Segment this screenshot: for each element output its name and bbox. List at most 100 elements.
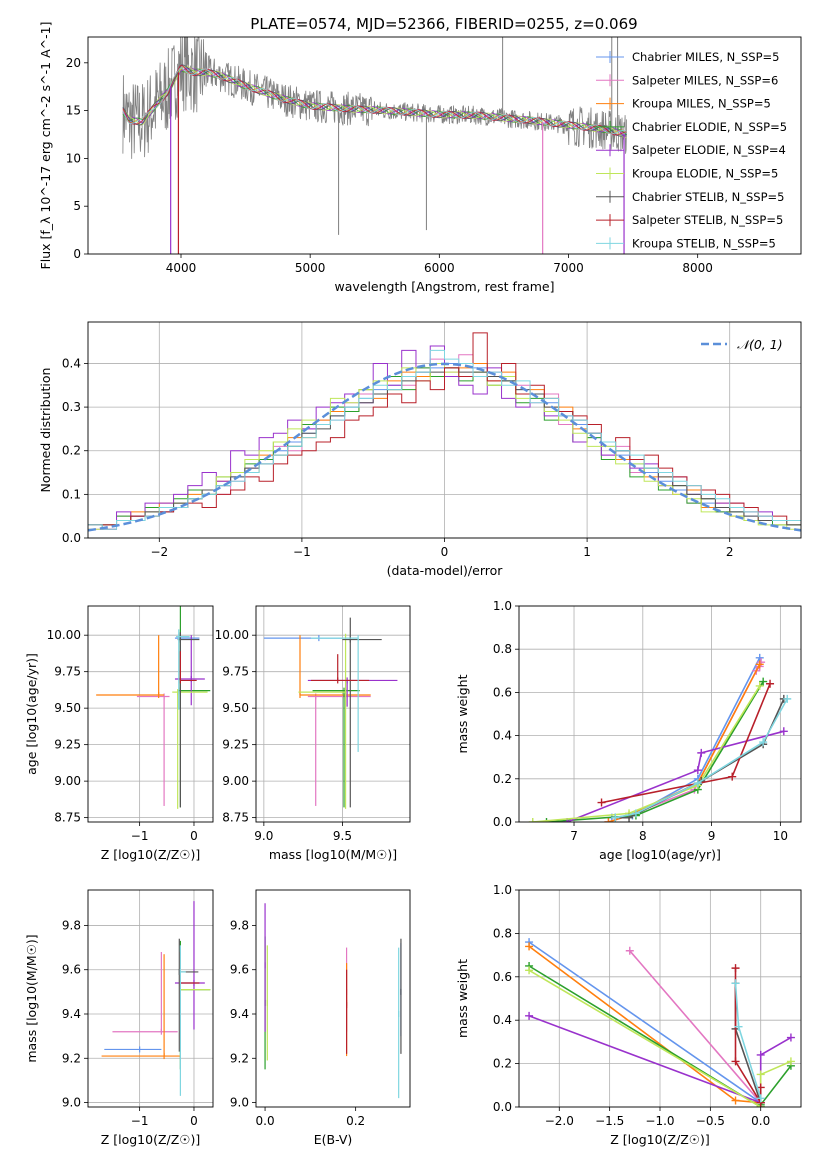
legend-label: Chabrier MILES, N_SSP=5 [632, 50, 779, 64]
legend-label: 𝒩(0, 1) [737, 337, 783, 352]
legend-label: Salpeter MILES, N_SSP=6 [632, 73, 778, 87]
mass-weight-line [546, 681, 764, 822]
mass_vs_Z-ytick-label: 9.0 [62, 1096, 81, 1110]
weight_vs_Z-ytick-label: 0.4 [493, 1013, 512, 1027]
residual_histogram-plot-area [88, 332, 801, 532]
weight_vs_age-ytick-label: 0.6 [493, 685, 512, 699]
mass-weight-marker [786, 1033, 795, 1042]
weight_vs_age-ytick-label: 0.4 [493, 729, 512, 743]
mass-weight-marker [756, 1094, 765, 1103]
mass-weight-marker [693, 766, 702, 775]
mass_vs_Z-xlabel: Z [log10(Z/Z☉)] [101, 1132, 201, 1147]
residual_histogram-xtick-label: 1 [583, 545, 591, 559]
mass-weight-marker [731, 1057, 740, 1066]
mass_vs_ebv-ytick-label: 9.2 [230, 1051, 249, 1065]
residual_histogram-xtick-label: −2 [150, 545, 168, 559]
mass_vs_ebv-ytick-label: 9.6 [230, 963, 249, 977]
weight_vs_Z-frame [518, 889, 802, 1108]
mass_vs_ebv-xlabel: E(B-V) [314, 1132, 353, 1147]
spectrum-ytick-label: 5 [73, 199, 81, 213]
weight_vs_age-xtick-label: 8 [639, 829, 647, 843]
residual_histogram-xtick-label: −1 [293, 545, 311, 559]
mass_vs_Z-plot-area [101, 901, 211, 1096]
age_vs_mass-ytick-label: 10.00 [215, 628, 249, 642]
spectrum-ytick-label: 0 [73, 247, 81, 261]
mass-weight-marker [525, 966, 534, 975]
age_vs_mass-xlabel: mass [log10(M/M☉)] [269, 847, 397, 862]
weight_vs_Z-plot-area [525, 938, 795, 1107]
age_vs_Z-ylabel: age [log10(age/yr)] [24, 653, 39, 775]
age-vs-metallicity-panel: −1 0 8.75 9.00 9.25 9.50 9.75 10.00 Z [log10(Z/Z… [24, 605, 214, 862]
spectrum-xtick-label: 4000 [166, 261, 197, 275]
age_vs_mass-xtick-label: 9.0 [254, 829, 273, 843]
age_vs_Z-xtick-label: 0 [190, 829, 198, 843]
mass-weight-line [608, 661, 762, 822]
weight_vs_Z-ytick-label: 0.6 [493, 970, 512, 984]
spectrum-xtick-label: 6000 [424, 261, 455, 275]
legend-label: Chabrier STELIB, N_SSP=5 [632, 190, 784, 204]
mass_vs_ebv-ytick-label: 9.4 [230, 1007, 249, 1021]
mass-weight-marker [542, 818, 551, 822]
mass-weight-marker [693, 779, 702, 788]
age_vs_mass-ytick-label: 9.50 [222, 701, 249, 715]
spectrum-xtick-label: 5000 [295, 261, 326, 275]
legend-label: Kroupa MILES, N_SSP=5 [632, 97, 771, 111]
weight_vs_Z-ytick-label: 0.0 [493, 1100, 512, 1114]
weight_vs_age-ytick-label: 0.0 [493, 815, 512, 829]
mass-weight-line [528, 941, 762, 1107]
spectrum-ytick-label: 10 [66, 151, 81, 165]
legend-label: Kroupa STELIB, N_SSP=5 [632, 236, 776, 250]
age_vs_Z-ytick-label: 9.00 [54, 774, 81, 788]
mass-weight-marker [756, 1050, 765, 1059]
spectrum-xtick-label: 7000 [553, 261, 584, 275]
residual_histogram-xlabel: (data-model)/error [387, 563, 504, 578]
residual_histogram-xtick-label: 0 [441, 545, 449, 559]
weight_vs_age-ylabel: mass weight [455, 674, 470, 753]
weight_vs_age-xtick-label: 7 [570, 829, 578, 843]
mass-weight-vs-metallicity-panel: −2.0 −1.5 −1.0 −0.5 0.0 0.0 0.2 0.4 0.6 0.8 1.0 Z [… [455, 883, 802, 1147]
mass-weight-marker [528, 818, 537, 822]
model-fit-line [122, 65, 627, 136]
spectrum-ytick-label: 20 [66, 56, 81, 70]
age_vs_mass-plot-area [263, 617, 398, 809]
legend-label: Salpeter STELIB, N_SSP=5 [632, 213, 783, 227]
mass-weight-marker [731, 1096, 740, 1105]
residual_histogram-ytick-label: 0.2 [62, 444, 81, 458]
mass-weight-marker [611, 813, 620, 822]
residual_histogram-ytick-label: 0.1 [62, 487, 81, 501]
mass_vs_Z-ytick-label: 9.6 [62, 963, 81, 977]
legend-label: Chabrier ELODIE, N_SSP=5 [632, 120, 787, 134]
mass-weight-marker [759, 677, 768, 686]
spectrum-plot-area [122, 37, 627, 254]
weight_vs_Z-xlabel: Z [log10(Z/Z☉)] [610, 1132, 710, 1147]
spectrum-frame [87, 36, 802, 255]
mass-weight-marker [604, 818, 613, 822]
age_vs_mass-ytick-label: 9.00 [222, 774, 249, 788]
weight_vs_Z-ytick-label: 0.8 [493, 926, 512, 940]
weight_vs_age-ytick-label: 0.8 [493, 642, 512, 656]
mass-weight-line [734, 968, 762, 1106]
age_vs_Z-ytick-label: 9.75 [54, 665, 81, 679]
weight_vs_age-xtick-label: 9 [708, 829, 716, 843]
mass-vs-metallicity-panel: −1 0 9.0 9.2 9.4 9.6 9.8 Z [log10(Z/Z☉)] mass [l… [24, 889, 214, 1147]
mass_vs_Z-xtick-label: 0 [190, 1114, 198, 1128]
spectrum-panel: 4000 5000 6000 7000 8000 0 5 10 15 20 Chabrier MIL… [38, 22, 802, 294]
age_vs_Z-xtick-label: −1 [131, 829, 149, 843]
mass_vs_ebv-ytick-label: 9.8 [230, 918, 249, 932]
age_vs_Z-ytick-label: 9.25 [54, 738, 81, 752]
spectrum-xtick-label: 8000 [682, 261, 713, 275]
age_vs_mass-xtick-label: 9.5 [333, 829, 352, 843]
weight_vs_Z-ytick-label: 1.0 [493, 883, 512, 897]
normal-reference-curve [88, 362, 801, 532]
weight_vs_Z-xtick-label: −1.0 [645, 1114, 674, 1128]
mass_vs_ebv-xtick-label: 0.0 [256, 1114, 275, 1128]
residual-histogram-panel: −2 −1 0 1 2 0.0 0.1 0.2 0.3 0.4 𝒩(0, 1) (data-model… [38, 321, 802, 578]
legend-label: Kroupa ELODIE, N_SSP=5 [632, 167, 778, 181]
mass_vs_Z-ylabel: mass [log10(M/M☉)] [24, 934, 39, 1062]
mass-weight-marker [755, 681, 764, 690]
weight_vs_age-xlabel: age [log10(age/yr)] [599, 847, 721, 862]
weight_vs_Z-ylabel: mass weight [455, 959, 470, 1038]
mass-weight-line [615, 698, 788, 819]
spectrum-ytick-label: 15 [66, 104, 81, 118]
